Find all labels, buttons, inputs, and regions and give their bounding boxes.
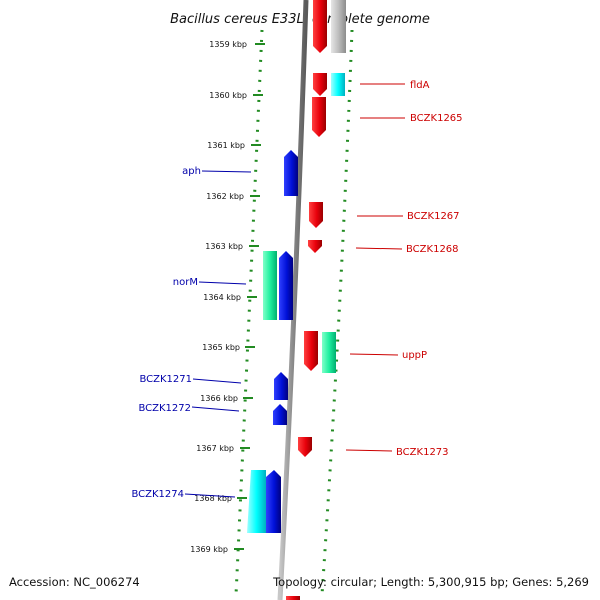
gene-glyph-red[interactable]	[308, 240, 322, 253]
tick-label: 1365 kbp	[202, 343, 240, 352]
gene-glyph-red[interactable]	[304, 331, 318, 371]
tick-label: 1366 kbp	[200, 394, 238, 403]
gene-label-bczk1273[interactable]: BCZK1273	[396, 447, 449, 458]
gene-glyph-red[interactable]	[309, 202, 323, 228]
genome-backbone	[277, 0, 309, 600]
gene-glyph-red[interactable]	[313, 73, 327, 96]
leader-line	[191, 406, 240, 412]
topology-text: Topology: circular; Length: 5,300,915 bp…	[272, 575, 589, 589]
tick-label: 1369 kbp	[190, 545, 228, 554]
gene-label-bczk1268[interactable]: BCZK1268	[406, 244, 459, 255]
gene-label-bczk1265[interactable]: BCZK1265	[410, 113, 463, 124]
gene-glyph-red[interactable]	[298, 437, 312, 457]
rail-right	[320, 29, 354, 596]
gene-label-aph[interactable]: aph	[182, 166, 201, 177]
gene-label-uppp[interactable]: uppP	[402, 350, 427, 361]
gene-glyph-gray[interactable]	[331, 0, 346, 53]
tick-label: 1363 kbp	[205, 242, 243, 251]
gene-glyph-cyan[interactable]	[247, 470, 266, 533]
gene-label-flda[interactable]: fldA	[410, 80, 430, 91]
tick-label: 1360 kbp	[209, 91, 247, 100]
tick-label: 1361 kbp	[207, 141, 245, 150]
gene-label-bczk1274[interactable]: BCZK1274	[131, 489, 184, 500]
gene-glyph-red[interactable]	[313, 0, 327, 53]
leader-line	[345, 449, 393, 452]
accession-text: Accession: NC_006274	[9, 575, 140, 589]
leader-line	[349, 353, 399, 356]
gene-label-bczk1267[interactable]: BCZK1267	[407, 211, 460, 222]
gene-glyph-green[interactable]	[322, 332, 336, 373]
map-title: Bacillus cereus E33L, complete genome	[170, 12, 430, 27]
gene-glyph-blue[interactable]	[266, 470, 281, 533]
leader-line	[201, 170, 252, 173]
kbp-ticks: 1359 kbp 1360 kbp 1361 kbp 1362 kbp 1363…	[190, 40, 265, 554]
gene-glyph-red[interactable]	[312, 97, 326, 137]
leader-line	[198, 281, 247, 285]
gene-label-bczk1271[interactable]: BCZK1271	[139, 374, 192, 385]
gene-glyph-cyan[interactable]	[331, 73, 345, 96]
gene-glyph-red[interactable]	[286, 596, 300, 600]
gene-glyph-blue[interactable]	[273, 404, 287, 425]
tick-label: 1362 kbp	[206, 192, 244, 201]
gene-label-norm[interactable]: norM	[173, 277, 198, 288]
tick-label: 1368 kbp	[194, 494, 232, 503]
tick-label: 1364 kbp	[203, 293, 241, 302]
tick-label: 1367 kbp	[196, 444, 234, 453]
gene-glyph-blue[interactable]	[274, 372, 288, 400]
leader-line	[355, 247, 403, 250]
gene-glyph-blue[interactable]	[284, 150, 298, 196]
gene-glyph-green[interactable]	[263, 251, 277, 320]
tick-label: 1359 kbp	[209, 40, 247, 49]
gene-glyph-blue[interactable]	[279, 251, 293, 320]
gene-label-bczk1272[interactable]: BCZK1272	[138, 403, 191, 414]
leader-line	[192, 378, 242, 384]
leader-line	[184, 493, 236, 498]
